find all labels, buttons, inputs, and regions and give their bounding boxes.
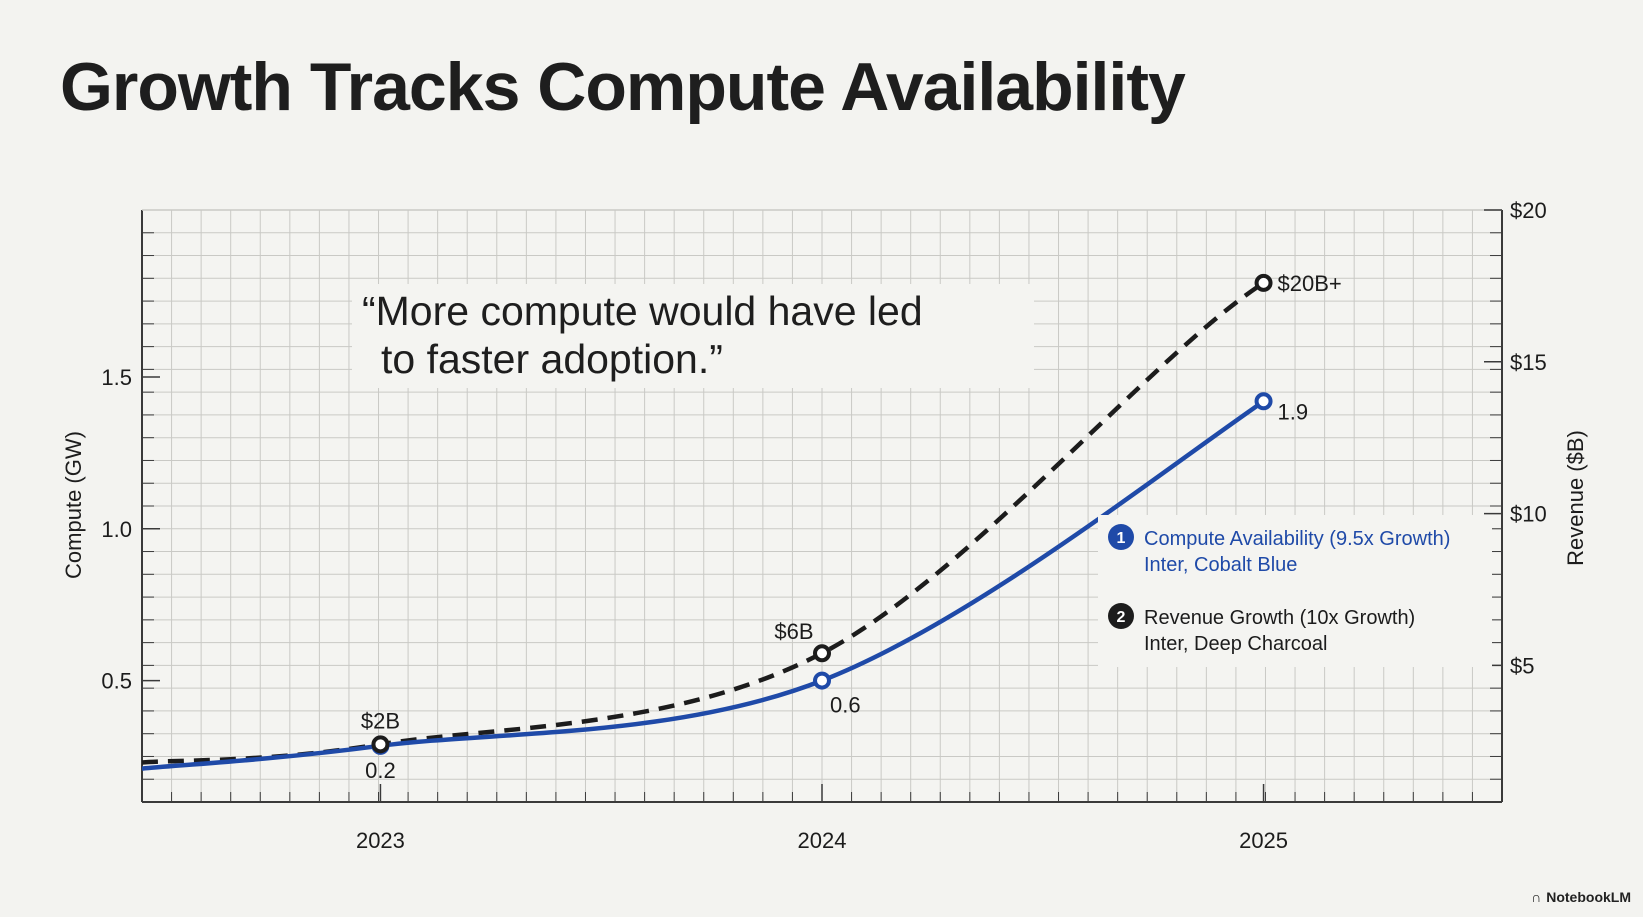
compute-point-marker bbox=[813, 671, 831, 690]
y-left-tick-label: 1.5 bbox=[101, 365, 132, 390]
revenue-point-marker bbox=[813, 644, 831, 663]
annotation-quote-background bbox=[352, 284, 1034, 388]
legend-compute-subtitle: Inter, Cobalt Blue bbox=[1144, 554, 1297, 576]
compute-point-marker bbox=[1254, 392, 1273, 411]
y-right-tick-label: $15 bbox=[1510, 350, 1547, 375]
y-right-tick-label: $5 bbox=[1510, 653, 1534, 678]
data-points: 0.2 0.6 1.9 $2B $6B $20B+ bbox=[361, 271, 1342, 783]
notebooklm-logo-icon: ∩ bbox=[1531, 889, 1542, 905]
revenue-point-label: $2B bbox=[361, 708, 400, 733]
x-tick-label: 2023 bbox=[356, 828, 405, 853]
revenue-point-marker bbox=[1254, 273, 1273, 292]
legend-compute-title: Compute Availability (9.5x Growth) bbox=[1144, 528, 1450, 550]
compute-point-label: 0.2 bbox=[365, 758, 396, 783]
slide-title: Growth Tracks Compute Availability bbox=[60, 49, 1186, 125]
annotation-quote-line-1: “More compute would have led bbox=[362, 288, 923, 334]
axes bbox=[141, 209, 1503, 803]
legend: 1 Compute Availability (9.5x Growth) Int… bbox=[1098, 515, 1492, 667]
annotation-quote-line-2: to faster adoption.” bbox=[381, 336, 723, 382]
legend-badge-revenue bbox=[1108, 603, 1134, 629]
legend-item-compute: 1 Compute Availability (9.5x Growth) Int… bbox=[1108, 524, 1450, 576]
y-right-tick-label: $20 bbox=[1510, 198, 1547, 223]
tick-labels: 0.5 1.0 1.5 $5 $10 $15 $20 2023 2024 2025 bbox=[101, 198, 1546, 853]
y-axis-left-label: Compute (GW) bbox=[61, 431, 86, 579]
compute-series-line bbox=[142, 398, 1264, 771]
compute-point-label: 1.9 bbox=[1278, 399, 1309, 424]
compute-point-label: 0.6 bbox=[830, 693, 861, 718]
legend-item-revenue: 2 Revenue Growth (10x Growth) Inter, Dee… bbox=[1108, 603, 1415, 655]
annotation-quote: “More compute would have led to faster a… bbox=[352, 284, 1034, 388]
revenue-point-marker bbox=[371, 735, 390, 754]
brand-watermark: ∩ NotebookLM bbox=[1531, 889, 1631, 905]
y-left-tick-label: 1.0 bbox=[101, 517, 132, 542]
x-tick-label: 2025 bbox=[1239, 828, 1288, 853]
legend-badge-compute-number: 1 bbox=[1117, 530, 1126, 547]
y-left-tick-label: 0.5 bbox=[101, 669, 132, 694]
y-axis-right-label: Revenue ($B) bbox=[1563, 430, 1588, 566]
legend-badge-revenue-number: 2 bbox=[1117, 609, 1126, 626]
brand-name: NotebookLM bbox=[1546, 889, 1631, 905]
legend-background bbox=[1098, 515, 1492, 667]
legend-badge-compute bbox=[1108, 524, 1134, 550]
legend-revenue-title: Revenue Growth (10x Growth) bbox=[1144, 607, 1415, 629]
legend-revenue-subtitle: Inter, Deep Charcoal bbox=[1144, 633, 1327, 655]
revenue-point-label: $6B bbox=[774, 619, 813, 644]
revenue-point-label: $20B+ bbox=[1278, 271, 1342, 296]
x-tick-label: 2024 bbox=[798, 828, 847, 853]
y-right-tick-label: $10 bbox=[1510, 502, 1547, 527]
